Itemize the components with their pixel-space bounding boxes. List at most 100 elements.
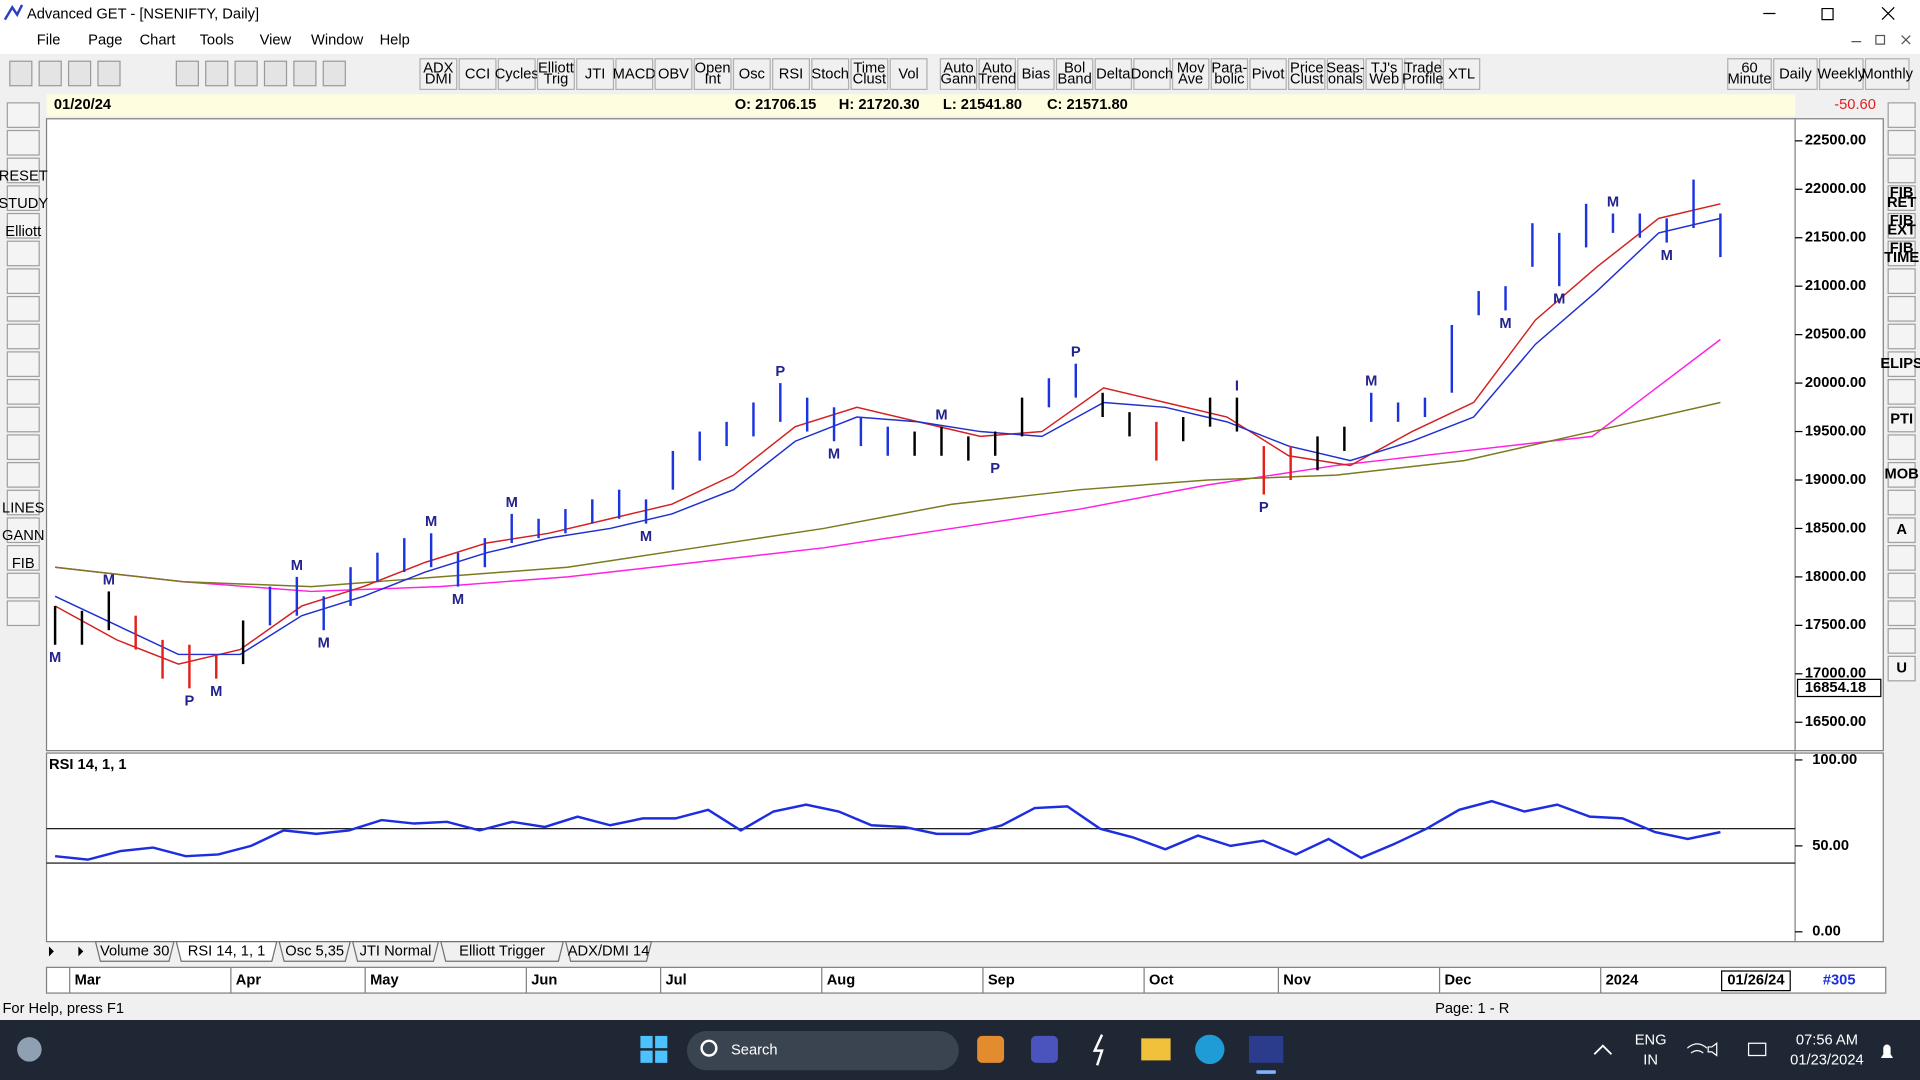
menu-item[interactable]: Chart <box>140 32 176 48</box>
left-tool[interactable] <box>6 102 40 128</box>
toolbar-button[interactable] <box>772 58 810 90</box>
right-tool[interactable] <box>1887 461 1916 488</box>
edge-icon[interactable] <box>1195 1034 1225 1065</box>
toolbar-button[interactable] <box>1210 58 1249 90</box>
start-button[interactable] <box>640 1035 668 1063</box>
right-tool[interactable] <box>1887 295 1916 322</box>
tool-icon[interactable] <box>38 60 62 87</box>
toolbar-button[interactable] <box>576 58 615 90</box>
menu-item[interactable]: Tools <box>200 32 234 48</box>
notification-icon[interactable] <box>1880 1044 1894 1058</box>
left-tool[interactable] <box>6 378 40 405</box>
tool-icon[interactable] <box>97 60 121 87</box>
right-tool[interactable] <box>1887 323 1916 350</box>
tray-icons[interactable] <box>1686 1042 1767 1057</box>
mdi-controls[interactable] <box>1851 34 1911 45</box>
left-tool[interactable] <box>6 572 40 599</box>
toolbar-button[interactable] <box>1133 58 1171 90</box>
toolbar-button[interactable] <box>1249 58 1287 90</box>
left-tool[interactable] <box>6 240 40 267</box>
left-tool[interactable] <box>6 406 40 433</box>
right-tool[interactable] <box>1887 600 1916 627</box>
toolbar-button[interactable] <box>693 58 732 90</box>
teams-icon[interactable] <box>1031 1035 1058 1063</box>
toolbar-button[interactable] <box>1773 58 1818 90</box>
left-tool[interactable] <box>6 489 40 516</box>
toolbar-button[interactable] <box>1094 58 1133 90</box>
right-tool[interactable] <box>1887 240 1916 267</box>
get-icon[interactable] <box>1248 1035 1284 1063</box>
toolbar-button[interactable] <box>1326 58 1365 90</box>
right-tool[interactable] <box>1887 102 1916 128</box>
tool-icon[interactable] <box>175 60 199 87</box>
menu-item[interactable]: View <box>260 32 292 48</box>
right-tool[interactable] <box>1887 129 1916 156</box>
tab[interactable] <box>564 941 653 962</box>
toolbar-button[interactable] <box>1404 58 1442 90</box>
left-tool[interactable] <box>6 517 40 544</box>
toolbar-button[interactable] <box>1864 58 1910 90</box>
tab[interactable] <box>94 941 175 962</box>
toolbar-button[interactable] <box>536 58 575 90</box>
right-tool[interactable] <box>1887 268 1916 295</box>
menu-item[interactable]: File <box>37 32 61 48</box>
toolbar-button[interactable] <box>732 58 771 90</box>
right-tool[interactable] <box>1887 157 1916 184</box>
toolbar-button[interactable] <box>1442 58 1481 90</box>
toolbar-button[interactable] <box>1171 58 1210 90</box>
toolbar-button[interactable] <box>811 58 850 90</box>
left-tool[interactable] <box>6 351 40 378</box>
right-tool[interactable] <box>1887 212 1916 239</box>
toolbar-button[interactable] <box>1055 58 1094 90</box>
left-tool[interactable] <box>6 545 40 571</box>
app-icon[interactable] <box>1092 1034 1104 1066</box>
tab[interactable] <box>351 941 440 962</box>
toolbar-button[interactable] <box>615 58 654 90</box>
right-tool[interactable] <box>1887 378 1916 405</box>
menu-item[interactable]: Help <box>380 32 410 48</box>
right-tool[interactable] <box>1887 351 1916 378</box>
tool-icon[interactable] <box>234 60 258 87</box>
left-tool[interactable] <box>6 212 40 239</box>
right-tool[interactable] <box>1887 655 1916 682</box>
toolbar-button[interactable] <box>458 58 497 90</box>
left-tool[interactable] <box>6 461 40 488</box>
right-tool[interactable] <box>1887 406 1916 433</box>
tool-icon[interactable] <box>67 60 92 87</box>
left-tool[interactable] <box>6 268 40 295</box>
left-tool[interactable] <box>6 157 40 184</box>
window-controls[interactable] <box>1763 6 1895 21</box>
left-tool[interactable] <box>6 323 40 350</box>
left-tool[interactable] <box>6 434 40 461</box>
weather-icon[interactable] <box>17 1037 42 1062</box>
tab[interactable] <box>440 941 565 962</box>
right-tool[interactable] <box>1887 572 1916 599</box>
left-tool[interactable] <box>6 185 40 211</box>
toolbar-button[interactable] <box>654 58 693 90</box>
left-tool[interactable] <box>6 129 40 156</box>
tab[interactable] <box>175 941 278 962</box>
menu-item[interactable]: Window <box>311 32 364 48</box>
left-tool[interactable] <box>6 295 40 322</box>
tray-arrow[interactable] <box>1593 1044 1613 1055</box>
app-icon[interactable] <box>977 1035 1005 1063</box>
explorer-icon[interactable] <box>1141 1038 1171 1061</box>
toolbar-button[interactable] <box>1818 58 1864 90</box>
right-tool[interactable] <box>1887 517 1916 544</box>
right-tool[interactable] <box>1887 628 1916 654</box>
tool-icon[interactable] <box>9 60 33 87</box>
tab[interactable] <box>278 941 351 962</box>
tool-icon[interactable] <box>205 60 229 87</box>
toolbar-button[interactable] <box>939 58 978 90</box>
tool-icon[interactable] <box>263 60 288 87</box>
toolbar-button[interactable] <box>850 58 889 90</box>
toolbar-button[interactable] <box>978 58 1016 90</box>
toolbar-button[interactable] <box>1017 58 1055 90</box>
left-tool[interactable] <box>6 600 40 627</box>
tool-icon[interactable] <box>293 60 317 87</box>
toolbar-button[interactable] <box>889 58 928 90</box>
tool-icon[interactable] <box>322 60 346 87</box>
toolbar-button[interactable] <box>1288 58 1326 90</box>
toolbar-button[interactable] <box>1727 58 1772 90</box>
search-box[interactable] <box>686 1031 959 1071</box>
